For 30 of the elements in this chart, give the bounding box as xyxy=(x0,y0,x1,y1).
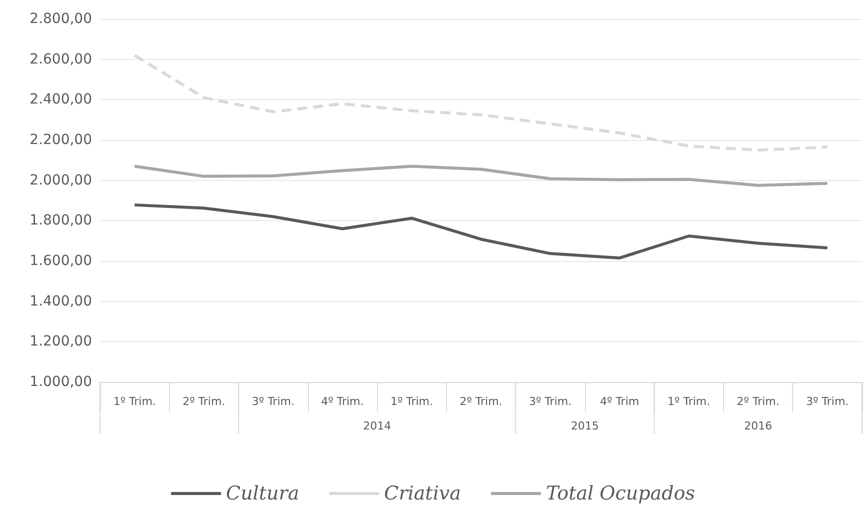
x-tick-label: 3º Trim. xyxy=(528,395,572,408)
y-tick-label: 1.200,00 xyxy=(30,334,92,350)
y-tick-label: 1.600,00 xyxy=(30,253,92,269)
text: 2014 xyxy=(363,420,392,432)
x-tick-label: 1º Trim. xyxy=(668,395,710,408)
x-tick-label: 1º Trim. xyxy=(113,395,156,408)
legend-label: Cultura xyxy=(226,482,300,504)
line-series xyxy=(133,164,829,187)
legend-label: Criativa xyxy=(384,482,461,504)
y-tick-label: 2.000,00 xyxy=(30,172,92,188)
x-tick-label: 2º Trim. xyxy=(460,395,502,408)
x-tick-label: 2º Trim. xyxy=(182,395,226,408)
x-tick-label: 2º Trim. xyxy=(736,395,780,408)
line-series xyxy=(133,54,829,152)
y-tick-label: 2.200,00 xyxy=(30,132,92,148)
text: 2015 xyxy=(570,420,599,432)
x-tick-label: 4º Trim. xyxy=(321,395,364,408)
x-tick-label: 3º Trim. xyxy=(806,395,849,408)
x-tick-label: 3º Trim. xyxy=(252,395,294,408)
line-series xyxy=(133,203,829,260)
y-tick-label: 2.600,00 xyxy=(30,51,92,68)
y-tick-label: 1.000,00 xyxy=(30,374,92,390)
y-tick-label: 1.800,00 xyxy=(30,212,92,229)
y-tick-label: 2.400,00 xyxy=(30,92,92,108)
y-tick-label: 2.800,00 xyxy=(30,11,92,27)
text: 2016 xyxy=(744,420,772,432)
x-tick-label: 4º Trim xyxy=(600,395,640,408)
y-tick-label: 1.400,00 xyxy=(30,293,92,310)
legend-label: Total Ocupados xyxy=(546,482,696,504)
x-tick-label: 1º Trim. xyxy=(390,395,434,408)
